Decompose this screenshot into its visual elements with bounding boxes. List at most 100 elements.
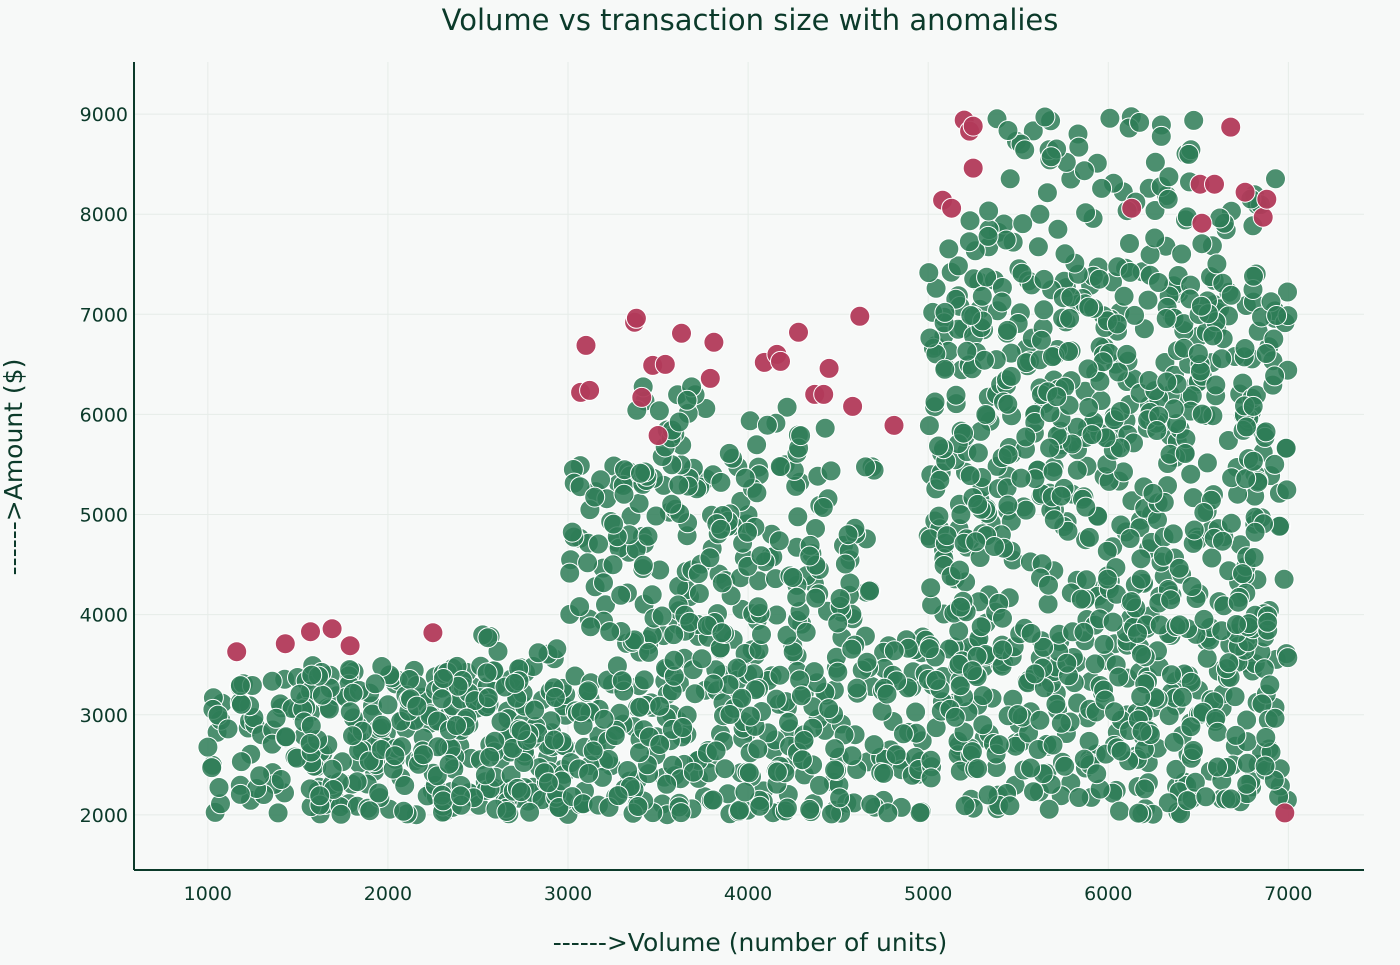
y-tick-label: 6000: [80, 404, 128, 426]
anomaly-point: [339, 635, 361, 657]
normal-point: [371, 714, 393, 736]
normal-point: [988, 734, 1010, 756]
normal-point: [959, 210, 981, 232]
normal-point: [1191, 403, 1213, 425]
normal-point: [918, 415, 940, 437]
normal-point: [527, 642, 549, 664]
normal-point: [1128, 802, 1149, 824]
normal-point: [729, 799, 750, 821]
normal-point: [490, 711, 512, 733]
normal-point: [928, 505, 950, 527]
normal-point: [1220, 284, 1242, 306]
normal-point: [1193, 608, 1215, 630]
normal-point: [978, 200, 1000, 222]
normal-point: [1191, 233, 1213, 255]
normal-point: [1054, 243, 1076, 265]
normal-point: [438, 753, 460, 775]
normal-point: [1130, 643, 1152, 665]
normal-point: [812, 497, 834, 518]
normal-point: [611, 670, 633, 692]
normal-point: [1109, 401, 1131, 422]
normal-point: [1109, 800, 1130, 822]
normal-point: [949, 559, 971, 581]
anomaly-point: [818, 357, 840, 379]
normal-point: [1007, 704, 1029, 726]
normal-point: [977, 225, 999, 247]
normal-point: [1073, 160, 1095, 182]
normal-point: [1047, 218, 1069, 240]
normal-point: [1168, 557, 1190, 579]
normal-point: [924, 391, 946, 413]
y-tick-label: 5000: [80, 505, 128, 527]
y-tick-label: 7000: [80, 304, 128, 326]
normal-point: [1242, 395, 1264, 417]
normal-point: [1022, 120, 1044, 142]
normal-point: [1232, 372, 1254, 394]
normal-point: [1020, 757, 1042, 779]
y-tick-label: 9000: [80, 104, 128, 126]
anomaly-point: [321, 618, 343, 640]
normal-point: [975, 404, 997, 425]
normal-point: [1224, 686, 1246, 708]
normal-point: [1040, 146, 1062, 168]
anomaly-points: [226, 109, 1296, 824]
x-axis-label: ------>Volume (number of units): [553, 928, 948, 957]
normal-point: [1161, 664, 1182, 686]
normal-point: [1073, 748, 1095, 770]
normal-point: [1010, 467, 1032, 489]
normal-point: [1206, 253, 1228, 275]
normal-point: [1264, 365, 1286, 387]
normal-point: [217, 718, 239, 740]
normal-point: [330, 803, 352, 825]
normal-point: [1034, 106, 1056, 128]
normal-point: [477, 627, 499, 649]
anomaly-point: [842, 395, 864, 417]
normal-point: [1181, 576, 1203, 597]
normal-point: [1255, 343, 1277, 364]
normal-point: [1107, 361, 1129, 383]
normal-point: [687, 563, 709, 585]
normal-point: [1264, 707, 1286, 729]
normal-point: [786, 586, 808, 608]
normal-point: [948, 620, 970, 642]
normal-point: [1043, 509, 1065, 531]
normal-point: [711, 622, 733, 644]
normal-point: [967, 442, 989, 464]
normal-point: [670, 802, 692, 824]
normal-point: [787, 506, 809, 528]
normal-point: [953, 422, 974, 444]
normal-point: [1078, 730, 1100, 752]
normal-point: [537, 772, 559, 794]
normal-point: [829, 588, 851, 609]
normal-point: [510, 720, 532, 742]
x-tick-label: 7000: [1264, 883, 1312, 905]
normal-point: [791, 749, 813, 771]
normal-point: [543, 729, 565, 751]
normal-point: [1144, 227, 1166, 249]
normal-point: [377, 694, 399, 716]
normal-point: [321, 758, 343, 780]
normal-point: [229, 675, 251, 697]
normal-point: [593, 708, 615, 730]
normal-point: [920, 767, 942, 789]
normal-point: [569, 476, 591, 498]
anomaly-point: [579, 379, 601, 401]
normal-point: [1066, 459, 1088, 481]
normal-point: [1077, 358, 1099, 380]
x-tick-label: 6000: [1084, 883, 1132, 905]
normal-point: [750, 545, 772, 567]
normal-point: [432, 790, 454, 812]
normal-point: [1056, 652, 1078, 674]
anomaly-point: [788, 321, 809, 343]
normal-point: [799, 798, 821, 820]
normal-point: [1050, 485, 1072, 507]
normal-point: [859, 580, 880, 602]
normal-point: [961, 660, 983, 682]
normal-point: [1134, 778, 1156, 800]
normal-point: [1220, 788, 1242, 810]
normal-point: [1255, 421, 1277, 443]
normal-point: [1236, 773, 1258, 795]
anomaly-point: [962, 157, 984, 179]
anomaly-point: [883, 414, 905, 436]
